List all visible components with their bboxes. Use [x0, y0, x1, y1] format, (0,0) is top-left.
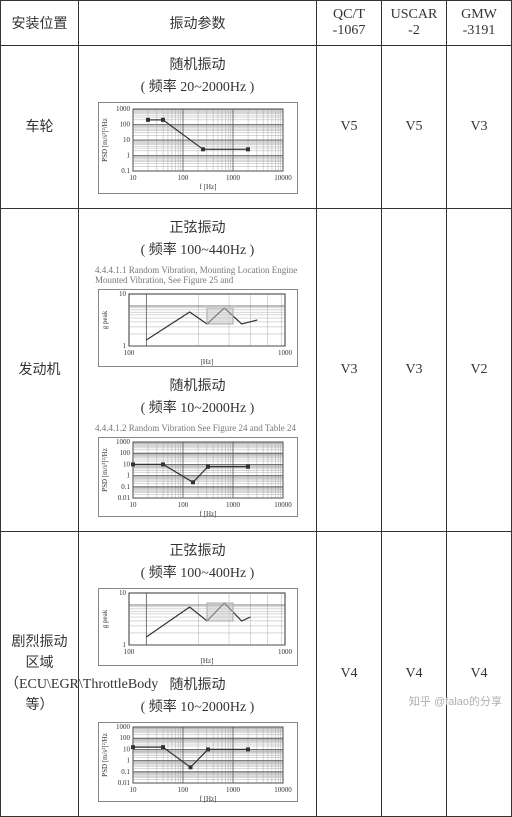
vibration-chart: 10 100 1000 10000 0.1 1 10 100 1000 f [Hz] PSD [m/… [98, 102, 298, 194]
svg-text:f [Hz]: f [Hz] [199, 795, 216, 803]
svg-text:10000: 10000 [274, 786, 292, 794]
svg-text:[Hz]: [Hz] [200, 657, 213, 665]
svg-text:10: 10 [119, 290, 127, 298]
svg-text:PSD [m/s²]²/Hz: PSD [m/s²]²/Hz [101, 118, 109, 162]
standard-value: V3 [382, 209, 447, 532]
svg-text:1: 1 [126, 472, 130, 480]
svg-text:g peak: g peak [101, 310, 109, 329]
svg-text:1: 1 [126, 152, 130, 160]
vibration-chart: 10 100 1000 10000 0.01 0.1 1 10 100 1000 f [Hz] PSD… [98, 722, 298, 802]
svg-text:1000: 1000 [116, 105, 131, 113]
header-params: 振动参数 [79, 1, 317, 46]
vibration-chart: 10 100 1000 10000 0.01 0.1 1 10 100 1000 f [Hz] PSD… [98, 437, 298, 517]
param-cell: 正弦振动( 频率 100~440Hz ) 4.4.4.1.1 Random Vib… [79, 209, 317, 532]
svg-text:f [Hz]: f [Hz] [199, 183, 216, 191]
svg-text:1: 1 [126, 757, 130, 765]
svg-text:10: 10 [123, 136, 131, 144]
header-std3: GMW -3191 [447, 1, 512, 46]
chart-caption: 4.4.4.1.1 Random Vibration, Mounting Loc… [95, 265, 310, 285]
svg-text:100: 100 [177, 174, 188, 182]
param-cell: 正弦振动( 频率 100~400Hz ) 100 1000 1 10 [Hz] g peak… [79, 532, 317, 817]
std1-line1: QC/T [319, 7, 379, 23]
std3-line2: -3191 [449, 23, 509, 39]
svg-text:0.01: 0.01 [117, 494, 130, 502]
standard-value: V4 [382, 532, 447, 817]
table-row: 发动机正弦振动( 频率 100~440Hz ) 4.4.4.1.1 Random … [1, 209, 512, 532]
position-cell: 剧烈振动区域（ECU\EGR\ThrottleBody 等） [1, 532, 79, 817]
std2-line2: -2 [384, 23, 444, 39]
svg-text:10: 10 [123, 745, 131, 753]
svg-text:100: 100 [119, 734, 130, 742]
svg-text:f [Hz]: f [Hz] [199, 510, 216, 518]
header-std1: QC/T -1067 [317, 1, 382, 46]
standard-value: V3 [447, 46, 512, 209]
svg-text:g peak: g peak [101, 609, 109, 628]
header-position: 安装位置 [1, 1, 79, 46]
svg-text:1: 1 [122, 342, 126, 350]
vibration-title: 随机振动 [85, 375, 310, 395]
standard-value: V2 [447, 209, 512, 532]
svg-text:10000: 10000 [274, 174, 292, 182]
svg-text:1000: 1000 [226, 501, 241, 509]
std3-line1: GMW [449, 7, 509, 23]
svg-text:0.1: 0.1 [121, 167, 130, 175]
position-cell: 发动机 [1, 209, 79, 532]
vibration-frequency: ( 频率 20~2000Hz ) [85, 76, 310, 96]
vibration-title: 正弦振动 [85, 540, 310, 560]
vibration-frequency: ( 频率 10~2000Hz ) [85, 696, 310, 716]
standard-value: V3 [317, 209, 382, 532]
param-cell: 随机振动( 频率 20~2000Hz )101001000100000.1110… [79, 46, 317, 209]
svg-text:0.1: 0.1 [121, 483, 130, 491]
vibration-title: 正弦振动 [85, 217, 310, 237]
svg-text:100: 100 [177, 786, 188, 794]
svg-text:1000: 1000 [116, 723, 131, 731]
vibration-frequency: ( 频率 100~440Hz ) [85, 239, 310, 259]
svg-text:0.1: 0.1 [121, 768, 130, 776]
svg-text:100: 100 [119, 121, 130, 129]
svg-text:1000: 1000 [116, 438, 131, 446]
std2-line1: USCAR [384, 7, 444, 23]
svg-text:PSD [m/s²]²/Hz: PSD [m/s²]²/Hz [101, 448, 109, 492]
header-row: 安装位置 振动参数 QC/T -1067 USCAR -2 GMW -3191 [1, 1, 512, 46]
svg-text:10: 10 [119, 589, 127, 597]
vibration-frequency: ( 频率 100~400Hz ) [85, 562, 310, 582]
header-std2: USCAR -2 [382, 1, 447, 46]
svg-text:10: 10 [129, 501, 137, 509]
standard-value: V4 [317, 532, 382, 817]
svg-text:0.01: 0.01 [117, 779, 130, 787]
svg-text:1000: 1000 [226, 786, 241, 794]
svg-text:10000: 10000 [274, 501, 292, 509]
svg-text:PSD [m/s²]²/Hz: PSD [m/s²]²/Hz [101, 733, 109, 777]
svg-text:100: 100 [123, 349, 134, 357]
svg-text:1000: 1000 [278, 648, 293, 656]
svg-text:1: 1 [122, 641, 126, 649]
svg-text:10: 10 [129, 174, 137, 182]
position-cell: 车轮 [1, 46, 79, 209]
svg-text:1000: 1000 [278, 349, 293, 357]
svg-text:100: 100 [119, 449, 130, 457]
svg-text:[Hz]: [Hz] [200, 358, 213, 366]
standard-value: V4 [447, 532, 512, 817]
vibration-frequency: ( 频率 10~2000Hz ) [85, 397, 310, 417]
std1-line2: -1067 [319, 23, 379, 39]
vibration-chart: 100 1000 1 10 [Hz] g peak [98, 289, 298, 367]
svg-text:10: 10 [123, 460, 131, 468]
table-row: 车轮随机振动( 频率 20~2000Hz )101001000100000.11… [1, 46, 512, 209]
svg-text:10: 10 [129, 786, 137, 794]
vibration-chart: 100 1000 1 10 [Hz] g peak [98, 588, 298, 666]
table-row: 剧烈振动区域（ECU\EGR\ThrottleBody 等）正弦振动( 频率 1… [1, 532, 512, 817]
vibration-title: 随机振动 [85, 54, 310, 74]
svg-text:100: 100 [123, 648, 134, 656]
watermark: 知乎 @falao的分享 [409, 693, 502, 709]
standard-value: V5 [317, 46, 382, 209]
standard-value: V5 [382, 46, 447, 209]
svg-text:100: 100 [177, 501, 188, 509]
chart-caption: 4.4.4.1.2 Random Vibration See Figure 24… [95, 423, 310, 433]
svg-text:1000: 1000 [226, 174, 241, 182]
